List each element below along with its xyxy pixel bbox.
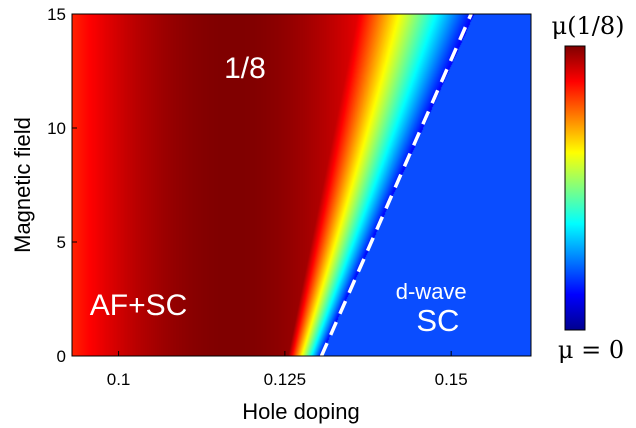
y-tick-label: 0 — [57, 347, 66, 366]
region-label-sc: SC — [416, 303, 459, 338]
y-tick-label: 15 — [47, 5, 66, 24]
y-axis: 0 5 10 15 — [47, 5, 77, 366]
colorbar-gradient — [564, 45, 586, 331]
x-tick-label: 0.1 — [107, 370, 131, 389]
region-labels: 1/8 AF+SC d-wave SC — [90, 52, 467, 338]
phase-boundary-line — [319, 14, 473, 356]
colorbar-bottom-label: μ = 0 — [558, 336, 624, 364]
y-tick-label: 5 — [57, 233, 66, 252]
heatmap-image — [72, 14, 531, 356]
y-axis-label: Magnetic field — [10, 117, 35, 253]
region-label-1-8: 1/8 — [224, 52, 266, 85]
x-tick-label: 0.15 — [435, 370, 468, 389]
x-tick-label: 0.125 — [264, 370, 307, 389]
region-label-d-wave: d-wave — [396, 279, 467, 304]
colorbar: μ(1/8) μ = 0 — [552, 12, 625, 364]
x-axis-label: Hole doping — [242, 399, 359, 424]
colorbar-top-label: μ(1/8) — [552, 12, 625, 40]
y-tick-label: 10 — [47, 119, 66, 138]
heatmap-plot-area — [71, 13, 532, 357]
plot-frame — [71, 13, 532, 357]
region-label-af-sc: AF+SC — [90, 289, 188, 322]
x-axis: 0.1 0.125 0.15 — [107, 351, 468, 389]
